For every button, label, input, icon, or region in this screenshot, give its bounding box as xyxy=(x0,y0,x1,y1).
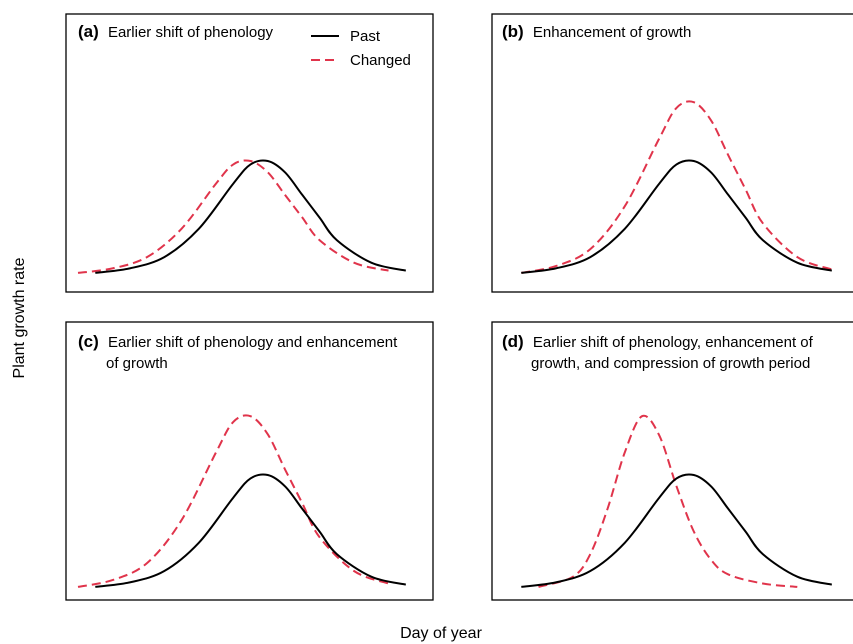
panel-d-series-changed xyxy=(538,414,798,588)
panel-a-frame xyxy=(65,13,434,293)
panel-d-series-past xyxy=(521,473,833,588)
svg-text:(c) Earlier shift of phe: (c) Earlier shift of phenology and enhan… xyxy=(78,332,398,351)
legend-past-label: Past xyxy=(350,28,381,45)
panel-a-plot xyxy=(77,159,407,274)
panel-b-title: Enhancement of growth xyxy=(533,24,691,41)
panel-a: (a) Earlier shift of phenology Past Chan… xyxy=(65,13,434,293)
panel-d-letter: (d) xyxy=(502,332,524,351)
panel-a-letter: (a) xyxy=(78,22,99,41)
panel-d-title-line2: growth, and compression of growth period xyxy=(531,355,810,372)
panel-b-letter: (b) xyxy=(502,22,524,41)
panel-c-series-changed xyxy=(77,414,389,588)
panel-c-letter: (c) xyxy=(78,332,99,351)
legend-changed-label: Changed xyxy=(350,52,411,69)
x-axis-label: Day of year xyxy=(400,625,482,642)
panel-d-title-line1: Earlier shift of phenology, enhancement … xyxy=(533,334,814,351)
svg-text:(b) Enhancement of growt: (b) Enhancement of growth xyxy=(502,22,691,41)
panel-b-frame xyxy=(491,13,853,293)
panel-a-series-changed xyxy=(77,159,389,274)
panel-d: (d) Earlier shift of phenology, enhancem… xyxy=(491,321,853,601)
panel-d-plot xyxy=(521,414,833,588)
panel-b-series-changed xyxy=(521,100,833,274)
panel-a-series-past xyxy=(95,159,407,274)
panel-c: (c) Earlier shift of phenology and enhan… xyxy=(65,321,434,601)
panel-c-title-line1: Earlier shift of phenology and enhanceme… xyxy=(108,334,398,351)
panel-c-title-line2: of growth xyxy=(106,355,168,372)
panel-d-frame xyxy=(491,321,853,601)
panel-b: (b) Enhancement of growth xyxy=(491,13,853,293)
panel-a-title: Earlier shift of phenology xyxy=(108,24,274,41)
panel-b-plot xyxy=(521,100,833,274)
svg-text:(d) Earlier shift of phe: (d) Earlier shift of phenology, enhancem… xyxy=(502,332,814,351)
legend: Past Changed xyxy=(311,28,411,69)
y-axis-label: Plant growth rate xyxy=(11,257,28,378)
panel-c-series-past xyxy=(95,473,407,588)
panel-c-plot xyxy=(77,414,407,588)
panel-c-frame xyxy=(65,321,434,601)
svg-text:(a) Earlier shift of phe: (a) Earlier shift of phenology xyxy=(78,22,274,41)
panel-b-series-past xyxy=(521,159,833,274)
